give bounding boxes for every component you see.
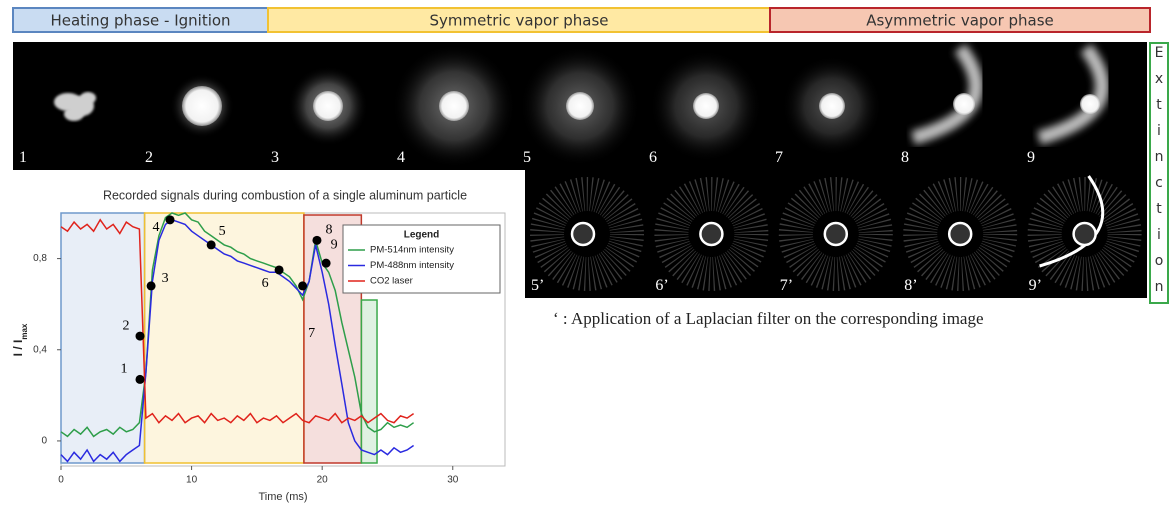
frame-label: 3 (271, 149, 279, 166)
phase-region (60, 212, 146, 464)
frame-label: 9’ (1029, 277, 1042, 294)
marker-dot (146, 281, 156, 291)
y-tick-label: 0,8 (33, 253, 47, 264)
marker-dot (135, 374, 145, 384)
marker-label: 9 (331, 237, 338, 252)
chart-title: Recorded signals during combustion of a … (103, 188, 467, 202)
image-strip: 1 2 3 4 5 6 7 8 95’ 6’ 7’ 8’ 9’ (13, 42, 1147, 298)
filtered-halo (654, 177, 769, 291)
legend-label: PM-514nm intensity (370, 245, 454, 256)
frame-label: 8’ (904, 277, 917, 294)
phase-label: Symmetric vapor phase (429, 12, 608, 30)
marker-label: 1 (121, 362, 128, 377)
filtered-halo (903, 177, 1018, 291)
frame-label: 7’ (780, 277, 793, 294)
frame-label: 4 (397, 149, 405, 166)
particle-core (182, 86, 222, 126)
particle-core (1080, 94, 1100, 114)
y-axis-label: I / Imax (11, 323, 29, 356)
frame-label: 7 (775, 149, 783, 166)
frame-label: 9 (1027, 149, 1035, 166)
filtered-crescent (1039, 175, 1105, 268)
x-tick-label: 0 (58, 475, 64, 486)
particle-core (819, 93, 845, 119)
x-axis-label: Time (ms) (258, 491, 307, 503)
y-tick-label: 0 (41, 436, 47, 447)
marker-label: 4 (153, 220, 160, 235)
frame-label: 5 (523, 149, 531, 166)
phase-label: Asymmetric vapor phase (866, 12, 1054, 30)
frame-label: 8 (901, 149, 909, 166)
phase-box (12, 7, 269, 33)
phase-headers: Heating phase - Ignition Symmetric vapor … (12, 7, 1151, 33)
phase-box (769, 7, 1151, 33)
marker-label: 3 (162, 271, 169, 286)
x-tick-label: 10 (186, 475, 198, 486)
frame-label: 6 (649, 149, 657, 166)
filtered-halo (530, 177, 644, 291)
frame-label: 5’ (531, 277, 544, 294)
signal-line (60, 212, 415, 438)
filtered-core (699, 221, 724, 247)
frame-label: 1 (19, 149, 27, 166)
y-tick-label: 0,4 (33, 344, 47, 355)
filtered-halo (1027, 177, 1142, 291)
legend-title: Legend (404, 230, 440, 241)
marker-label: 2 (123, 318, 130, 333)
filtered-core (823, 221, 849, 247)
y-label-sub: max (20, 323, 29, 340)
phase-box (267, 7, 771, 33)
particle-blob (80, 92, 96, 104)
extinction-label: Extinction (1149, 42, 1169, 305)
filtered-core (570, 221, 596, 247)
particle-core (439, 91, 469, 121)
marker-dot (135, 331, 145, 341)
legend-box (342, 224, 501, 294)
signal-line (60, 218, 415, 424)
phase-label: Heating phase - Ignition (50, 12, 230, 30)
particle-core (313, 91, 343, 121)
frame-label: 2 (145, 149, 153, 166)
marker-label: 5 (219, 224, 226, 239)
x-tick-label: 30 (447, 475, 459, 486)
legend-label: CO2 laser (370, 276, 413, 287)
chart: Recorded signals during combustion of a … (11, 188, 506, 503)
phase-region (143, 212, 305, 464)
marker-label: 6 (262, 276, 269, 291)
marker-dot (165, 215, 175, 225)
particle-core (953, 93, 975, 115)
y-label-main: I / I (11, 340, 25, 357)
legend-label: PM-488nm intensity (370, 260, 454, 271)
filtered-core (1072, 221, 1097, 247)
signal-line (60, 218, 415, 463)
filtered-halo (778, 177, 893, 291)
marker-label: 8 (325, 223, 332, 238)
marker-dot (274, 265, 284, 275)
marker-dot (298, 281, 308, 291)
particle-blob (64, 107, 84, 121)
phase-region (360, 299, 378, 464)
marker-dot (321, 258, 331, 268)
x-tick-label: 20 (317, 475, 329, 486)
footnote: ‘ : Application of a Laplacian filter on… (553, 309, 984, 328)
marker-label: 7 (308, 326, 315, 341)
frame-label: 6’ (655, 277, 668, 294)
particle-core (566, 92, 594, 120)
particle-core (693, 93, 719, 119)
filtered-core (947, 221, 973, 247)
marker-dot (206, 240, 216, 250)
marker-dot (312, 235, 322, 245)
